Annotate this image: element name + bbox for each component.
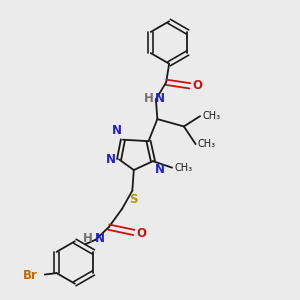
Text: N: N [154, 163, 164, 176]
Text: N: N [111, 124, 122, 137]
Text: CH₃: CH₃ [198, 139, 216, 149]
Text: S: S [129, 193, 138, 206]
Text: N: N [106, 153, 116, 166]
Text: H: H [144, 92, 154, 105]
Text: N: N [94, 232, 105, 245]
Text: CH₃: CH₃ [174, 163, 193, 173]
Text: Br: Br [23, 269, 38, 282]
Text: O: O [193, 79, 203, 92]
Text: CH₃: CH₃ [202, 111, 220, 121]
Text: O: O [137, 226, 147, 239]
Text: N: N [155, 92, 165, 105]
Text: H: H [83, 232, 93, 245]
